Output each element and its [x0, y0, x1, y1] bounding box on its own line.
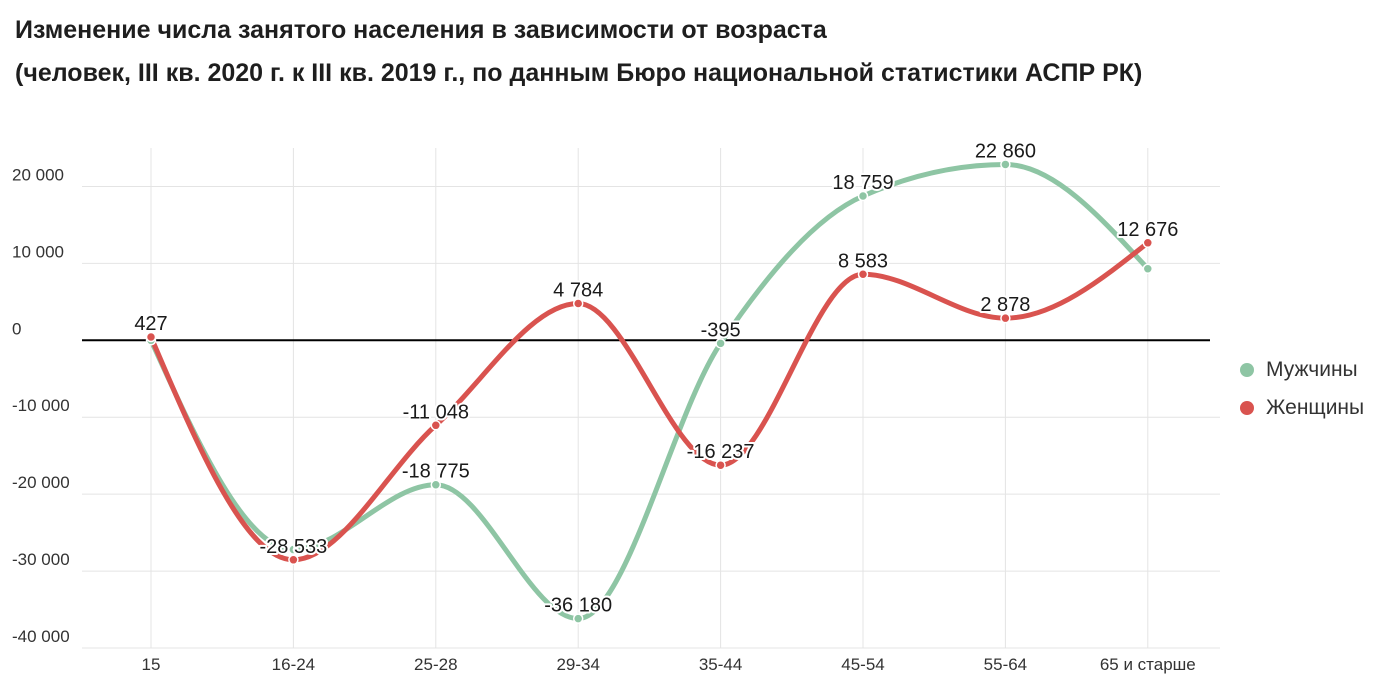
data-label: 18 759	[832, 172, 893, 194]
y-tick-label: -40 000	[12, 627, 70, 646]
y-tick-label: 10 000	[12, 242, 64, 261]
data-label: -36 180	[544, 595, 612, 617]
x-tick-label: 35-44	[699, 655, 742, 674]
data-labels: -18 775 -36 180 -395 18 759 22 860 427 -28 533…	[132, 138, 1180, 618]
data-points	[145, 159, 1154, 624]
data-point	[857, 269, 869, 280]
legend-item-men: Мужчины	[1240, 358, 1364, 382]
y-tick-label: -20 000	[12, 473, 70, 492]
data-label: 8 583	[838, 250, 888, 272]
data-point	[145, 331, 157, 343]
chart-title: Изменение числа занятого населения в зав…	[15, 16, 827, 44]
y-tick-label: -10 000	[12, 396, 70, 415]
data-label: -11 048	[403, 401, 469, 423]
x-tick-label: 65 и старше	[1100, 655, 1196, 674]
legend: Мужчины Женщины	[1240, 358, 1364, 434]
data-point	[288, 544, 299, 555]
x-axis: 15 16-24 25-28 29-34 35-44 45-54 55-64 65 и ста…	[142, 655, 1196, 674]
data-label: -395	[701, 319, 741, 341]
data-point	[857, 190, 869, 202]
data-point	[572, 298, 584, 309]
y-tick-label: 20 000	[12, 165, 64, 184]
data-point	[430, 479, 442, 490]
data-point	[715, 459, 726, 471]
data-point	[288, 554, 299, 566]
data-label: 427	[134, 313, 167, 335]
data-point	[1142, 237, 1154, 249]
legend-label-men: Мужчины	[1266, 358, 1358, 381]
x-tick-label: 15	[142, 655, 161, 674]
y-tick-label: -30 000	[12, 550, 70, 569]
legend-item-women: Женщины	[1240, 396, 1364, 420]
legend-swatch-men	[1240, 363, 1254, 377]
data-point	[430, 420, 442, 431]
data-point	[1000, 312, 1011, 324]
x-tick-label: 45-54	[841, 655, 884, 674]
data-label: -16 237	[687, 441, 755, 463]
data-point	[572, 613, 584, 624]
legend-label-women: Женщины	[1266, 396, 1365, 419]
data-label: -28 533	[259, 536, 327, 558]
x-tick-label: 25-28	[414, 655, 457, 674]
x-tick-label: 55-64	[984, 655, 1027, 674]
data-label: -18 775	[402, 461, 470, 483]
x-tick-label: 16-24	[272, 655, 315, 674]
data-point	[1000, 159, 1011, 170]
chart-subtitle: (человек, III кв. 2020 г. к III кв. 2019…	[15, 59, 1143, 87]
legend-swatch-women	[1240, 401, 1254, 415]
data-label: 22 860	[975, 140, 1036, 162]
y-axis: 20 000 10 000 0 -10 000 -20 000 -30 000 -40 00…	[12, 165, 70, 646]
data-point	[1142, 263, 1154, 275]
gridlines	[82, 148, 1220, 649]
x-tick-label: 29-34	[556, 655, 599, 674]
data-label: 2 878	[980, 294, 1030, 316]
data-label: 4 784	[553, 280, 603, 302]
data-point	[715, 338, 726, 349]
data-label: 12 676	[1117, 219, 1178, 241]
y-tick-label: 0	[12, 319, 21, 338]
